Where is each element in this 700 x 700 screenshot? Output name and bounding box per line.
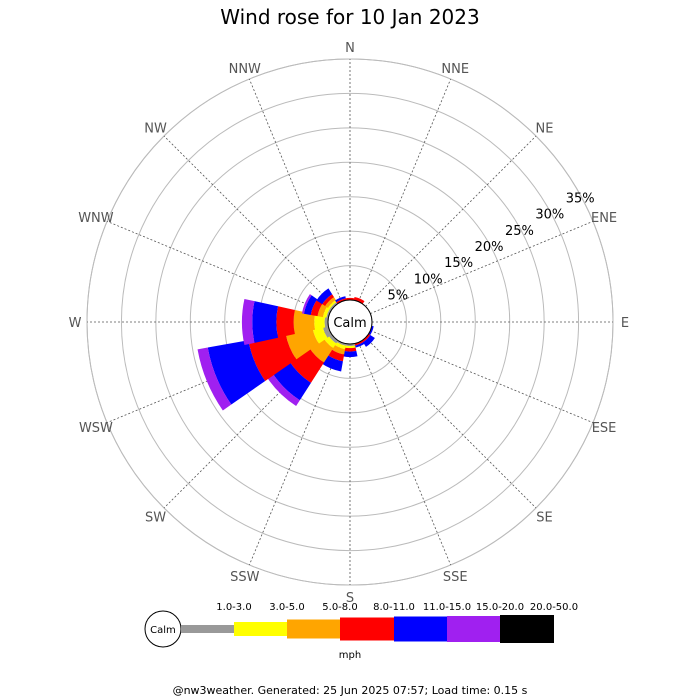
legend-calm-label: Calm [150,625,176,636]
bar-wnw-bin-5 [303,295,318,315]
bar-nw-bin-5 [316,288,333,305]
legend-range-label-3: 5.0-8.0 [322,602,357,613]
bar-nw-bin-4 [322,294,335,307]
bar-s-bin-5 [342,350,358,358]
spoke-nw [163,135,335,307]
ring-6 [120,92,580,552]
spoke-nne [358,78,452,302]
legend-swatch-1 [181,625,234,633]
bar-nw-bin-1 [329,301,339,311]
ring-label-7: 35% [566,192,595,207]
legend-range-label-2: 3.0-5.0 [269,602,304,613]
spoke-ene [370,220,594,314]
direction-label-w: W [69,316,82,331]
ring-label-6: 30% [535,208,564,223]
bar-wsw-bin-6 [197,347,232,411]
direction-label-nnw: NNW [229,62,261,77]
calm-label: Calm [333,316,366,331]
legend-swatch-6 [447,616,500,642]
spoke-ssw [248,342,342,566]
legend-range-label-4: 8.0-11.0 [373,602,415,613]
chart-title: Wind rose for 10 Jan 2023 [220,5,480,29]
calm-circle [327,299,373,345]
ring-label-2: 10% [414,272,443,287]
ring-label-1: 5% [388,289,409,304]
direction-label-ene: ENE [591,211,617,226]
ring-label-4: 20% [475,240,504,255]
direction-label-ne: NE [535,122,553,137]
direction-label-e: E [621,316,629,331]
bar-se-bin-5 [362,334,375,347]
direction-label-ese: ESE [592,421,617,436]
ring-3 [224,196,476,448]
direction-label-wsw: WSW [79,421,113,436]
bar-ssw-bin-5 [321,354,343,372]
bar-s-bin-2 [344,345,356,349]
bar-wnw-bin-3 [317,303,328,318]
bar-w-bin-5 [252,301,279,343]
spoke-se [365,337,537,509]
bar-wnw-bin-2 [322,306,331,318]
legend-range-label-7: 20.0-50.0 [530,602,578,613]
direction-label-n: N [345,41,355,56]
bar-sse-bin-5 [354,341,365,348]
bar-w-bin-1 [324,316,329,328]
bar-nnw-bin-5 [335,296,346,303]
direction-label-nw: NW [144,122,167,137]
ring-label-3: 15% [444,256,473,271]
bar-wsw-bin-3 [285,328,319,360]
bar-nne-bin-4 [353,296,365,304]
spoke-nnw [248,78,342,302]
bar-ssw-bin-3 [331,344,346,355]
bar-w-bin-4 [276,306,295,338]
bar-w-bin-3 [293,309,316,335]
direction-label-ssw: SSW [230,570,260,585]
bar-nw-bin-2 [328,300,338,310]
direction-label-se: SE [536,510,552,525]
bar-wsw-bin-4 [248,333,297,381]
legend-range-label-5: 11.0-15.0 [423,602,471,613]
bar-sw-bin-2 [323,335,337,349]
bar-se-bin-4 [361,333,371,343]
legend-swatch-7 [500,615,554,643]
bar-ssw-bin-2 [334,341,346,350]
bar-w-bin-6 [241,298,255,346]
direction-label-sse: SSE [443,570,468,585]
direction-label-sw: SW [145,510,166,525]
bar-ssw-bin-4 [327,349,345,362]
bar-sw-bin-5 [271,361,311,401]
spoke-ese [370,330,594,424]
footer-text: @nw3weather. Generated: 25 Jun 2025 07:5… [172,684,528,697]
bar-s-bin-4 [343,347,357,352]
bar-wsw-bin-1 [322,325,332,338]
direction-label-nne: NNE [441,62,469,77]
legend-range-label-1: 1.0-3.0 [216,602,251,613]
bar-sw-bin-6 [265,372,300,407]
bar-w-bin-2 [314,314,326,330]
spoke-ne [365,135,537,307]
bar-nw-bin-3 [325,297,336,308]
legend-range-label-6: 15.0-20.0 [476,602,524,613]
spoke-sse [358,342,452,566]
ring-label-5: 25% [505,224,534,239]
direction-label-wnw: WNW [78,211,114,226]
spoke-wnw [106,220,330,314]
legend-swatch-4 [340,617,394,641]
legend-swatch-3 [287,619,340,639]
bar-sw-bin-1 [328,333,339,344]
legend-swatch-5 [394,616,447,642]
bar-wnw-bin-6 [301,294,312,314]
bar-wnw-bin-4 [310,299,323,317]
bar-wsw-bin-5 [207,340,266,405]
legend-swatch-2 [234,622,287,636]
bar-wsw-bin-2 [312,326,328,344]
legend-units: mph [339,650,361,661]
direction-label-s: S [346,591,354,606]
